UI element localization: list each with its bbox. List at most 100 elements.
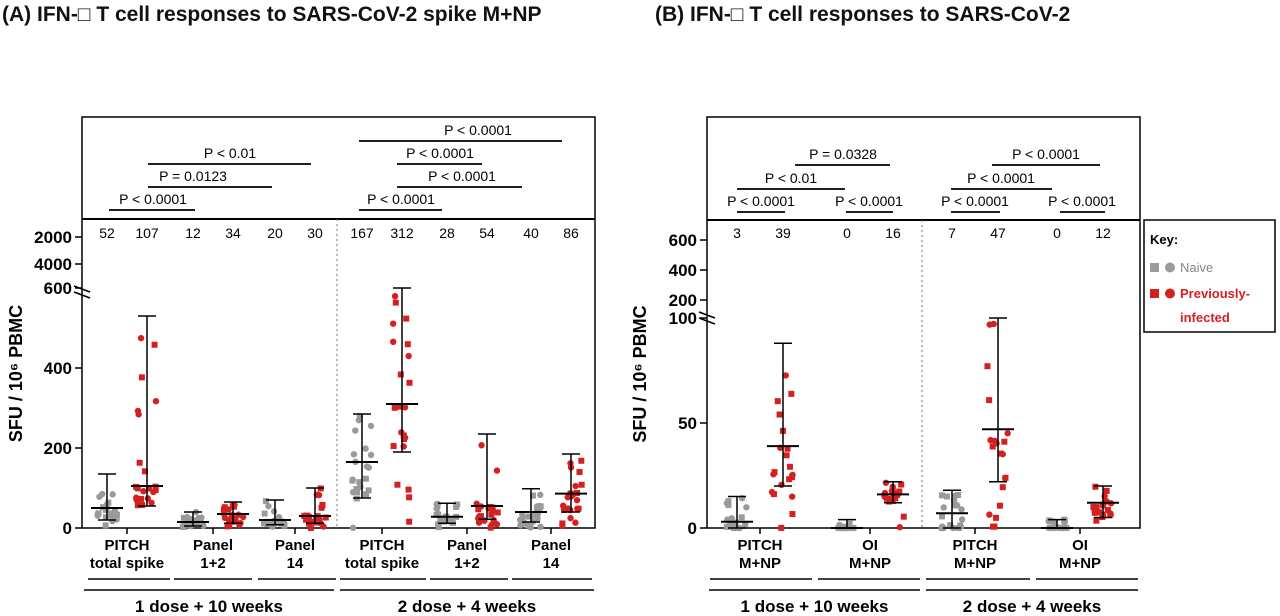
data-point-naive [725,502,732,509]
group-label-line1: OI [1072,537,1088,554]
group-count-infected: 39 [775,225,791,241]
data-point-infected [776,411,783,418]
data-point-infected [888,487,896,495]
data-point-infected [989,523,996,530]
data-point-infected [896,524,904,531]
data-point-infected [986,511,993,518]
data-point-naive [947,522,954,529]
data-point-infected [401,404,409,411]
data-point-infected [139,501,146,508]
data-point-infected [789,474,796,481]
data-point-naive [349,524,357,532]
data-point-naive [454,501,461,508]
data-point-infected [220,506,227,513]
data-point-infected [307,524,314,531]
data-point-infected [1107,511,1114,519]
data-point-naive [262,498,269,505]
group-count-naive: 3 [733,225,741,241]
panel-B-y-tick-label: 50 [678,414,697,433]
data-point-infected [229,515,236,522]
data-point-infected [318,504,326,511]
group-label-line2: total spike [90,555,164,572]
data-point-naive [356,479,363,486]
data-point-naive [1046,517,1053,524]
data-point-infected [322,514,329,521]
data-point-infected [389,320,397,327]
data-point-infected [559,522,566,529]
data-point-infected [778,524,785,531]
group-count-naive: 0 [843,225,851,241]
group-label-line2: M+NP [739,555,781,572]
panel-A-y-tick-label: 2000 [34,228,72,247]
data-point-infected [900,513,907,520]
timepoint-label: 1 dose + 10 weeks [741,597,889,616]
data-point-naive [367,451,375,459]
pvalue-label: P < 0.0001 [444,122,512,138]
data-point-naive [180,514,187,521]
data-point-infected [148,499,155,507]
group-label-line1: PITCH [360,537,405,554]
data-point-naive [365,487,372,494]
data-point-infected [225,506,232,513]
panel-A-y-tick-label: 4000 [34,255,72,274]
panel-A-y-tick-label: 0 [63,519,72,538]
pvalue-label: P < 0.0001 [119,191,187,207]
data-point-naive [367,422,375,430]
data-point-infected [401,434,409,441]
data-point-infected [992,514,999,521]
data-point-naive [107,512,115,519]
data-point-infected [784,445,791,452]
data-point-naive [349,477,356,484]
group-count-naive: 12 [185,225,201,241]
data-point-naive [943,493,950,500]
data-point-infected [141,468,148,475]
data-point-infected [145,485,152,492]
data-point-infected [134,502,141,509]
data-point-infected [789,511,796,518]
group-count-infected: 47 [990,225,1006,241]
group-label-line2: 1+2 [454,555,479,572]
data-point-naive [277,518,284,525]
data-point-naive [362,475,369,482]
group-count-naive: 7 [948,225,956,241]
data-point-naive [105,499,112,506]
data-point-naive [435,510,442,517]
pvalue-label: P < 0.0001 [727,193,795,209]
pvalue-label: P < 0.0001 [941,193,1009,209]
data-point-naive [743,504,750,511]
group-label-line2: 1+2 [200,555,225,572]
panel-B-axis-break [698,311,716,319]
data-point-naive [94,512,101,519]
data-point-naive [725,498,732,505]
data-point-infected [493,467,501,474]
data-point-infected [788,390,795,397]
panel-a-title: (A) IFN-□ T cell responses to SARS-CoV-2… [2,3,542,26]
data-point-infected [134,485,141,492]
data-point-naive [352,427,359,434]
panel-A-frame [81,116,596,529]
data-point-infected [397,371,404,378]
data-point-infected [403,315,410,322]
pvalue-label: P < 0.0001 [406,145,474,161]
data-point-naive [186,516,193,523]
data-point-naive [438,516,445,523]
data-point-naive [261,510,268,517]
group-count-infected: 54 [479,225,495,241]
group-count-naive: 167 [350,225,374,241]
data-point-infected [405,486,412,493]
data-point-naive [102,522,109,529]
data-point-naive [197,520,204,527]
panel-B-axis-break [698,317,716,325]
panel-A-y-axis-label: SFU / 10⁶ PBMC [6,305,26,442]
data-point-infected [771,469,778,476]
group-label-line1: PITCH [105,537,150,554]
data-point-infected [999,484,1006,491]
data-point-infected [1091,506,1098,513]
data-point-infected [137,334,145,342]
data-point-infected [561,506,568,513]
data-point-naive [433,505,440,512]
data-point-infected [138,495,145,502]
data-point-infected [315,491,323,499]
group-count-infected: 312 [390,225,414,241]
